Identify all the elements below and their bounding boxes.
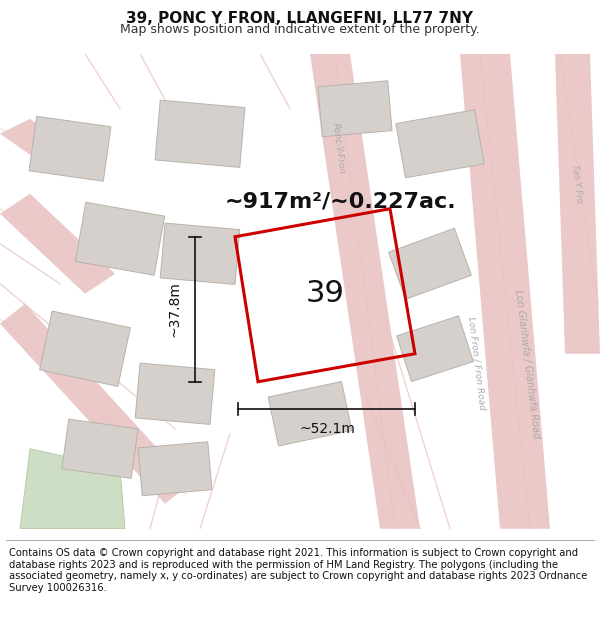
Polygon shape (155, 100, 245, 168)
Polygon shape (40, 311, 130, 386)
Polygon shape (268, 381, 352, 446)
Text: Lon Fron / Fron Road: Lon Fron / Fron Road (467, 316, 487, 411)
Text: 39, PONC Y FRON, LLANGEFNI, LL77 7NY: 39, PONC Y FRON, LLANGEFNI, LL77 7NY (127, 11, 473, 26)
Polygon shape (29, 116, 111, 181)
Text: Contains OS data © Crown copyright and database right 2021. This information is : Contains OS data © Crown copyright and d… (9, 548, 587, 592)
Polygon shape (0, 194, 115, 294)
Polygon shape (20, 449, 125, 529)
Polygon shape (389, 228, 472, 299)
Polygon shape (397, 316, 473, 382)
Text: Lon Glanhwfa / Glanhwfa Road: Lon Glanhwfa / Glanhwfa Road (513, 289, 541, 439)
Text: Map shows position and indicative extent of the property.: Map shows position and indicative extent… (120, 23, 480, 36)
Polygon shape (62, 419, 138, 478)
Polygon shape (318, 81, 392, 137)
Text: Ponc-Y-Fron: Ponc-Y-Fron (331, 122, 346, 175)
Polygon shape (396, 110, 484, 178)
Text: 39: 39 (305, 279, 344, 308)
Polygon shape (138, 442, 212, 496)
Text: Tan Y Fro: Tan Y Fro (570, 164, 584, 203)
Polygon shape (0, 304, 190, 504)
Polygon shape (160, 223, 240, 284)
Polygon shape (0, 119, 80, 169)
Text: ~52.1m: ~52.1m (299, 422, 355, 436)
Polygon shape (76, 202, 164, 275)
Polygon shape (135, 363, 215, 424)
Polygon shape (310, 54, 420, 529)
Polygon shape (555, 54, 600, 354)
Text: ~917m²/~0.227ac.: ~917m²/~0.227ac. (224, 192, 456, 212)
Text: ~37.8m: ~37.8m (168, 281, 182, 337)
Polygon shape (460, 54, 550, 529)
